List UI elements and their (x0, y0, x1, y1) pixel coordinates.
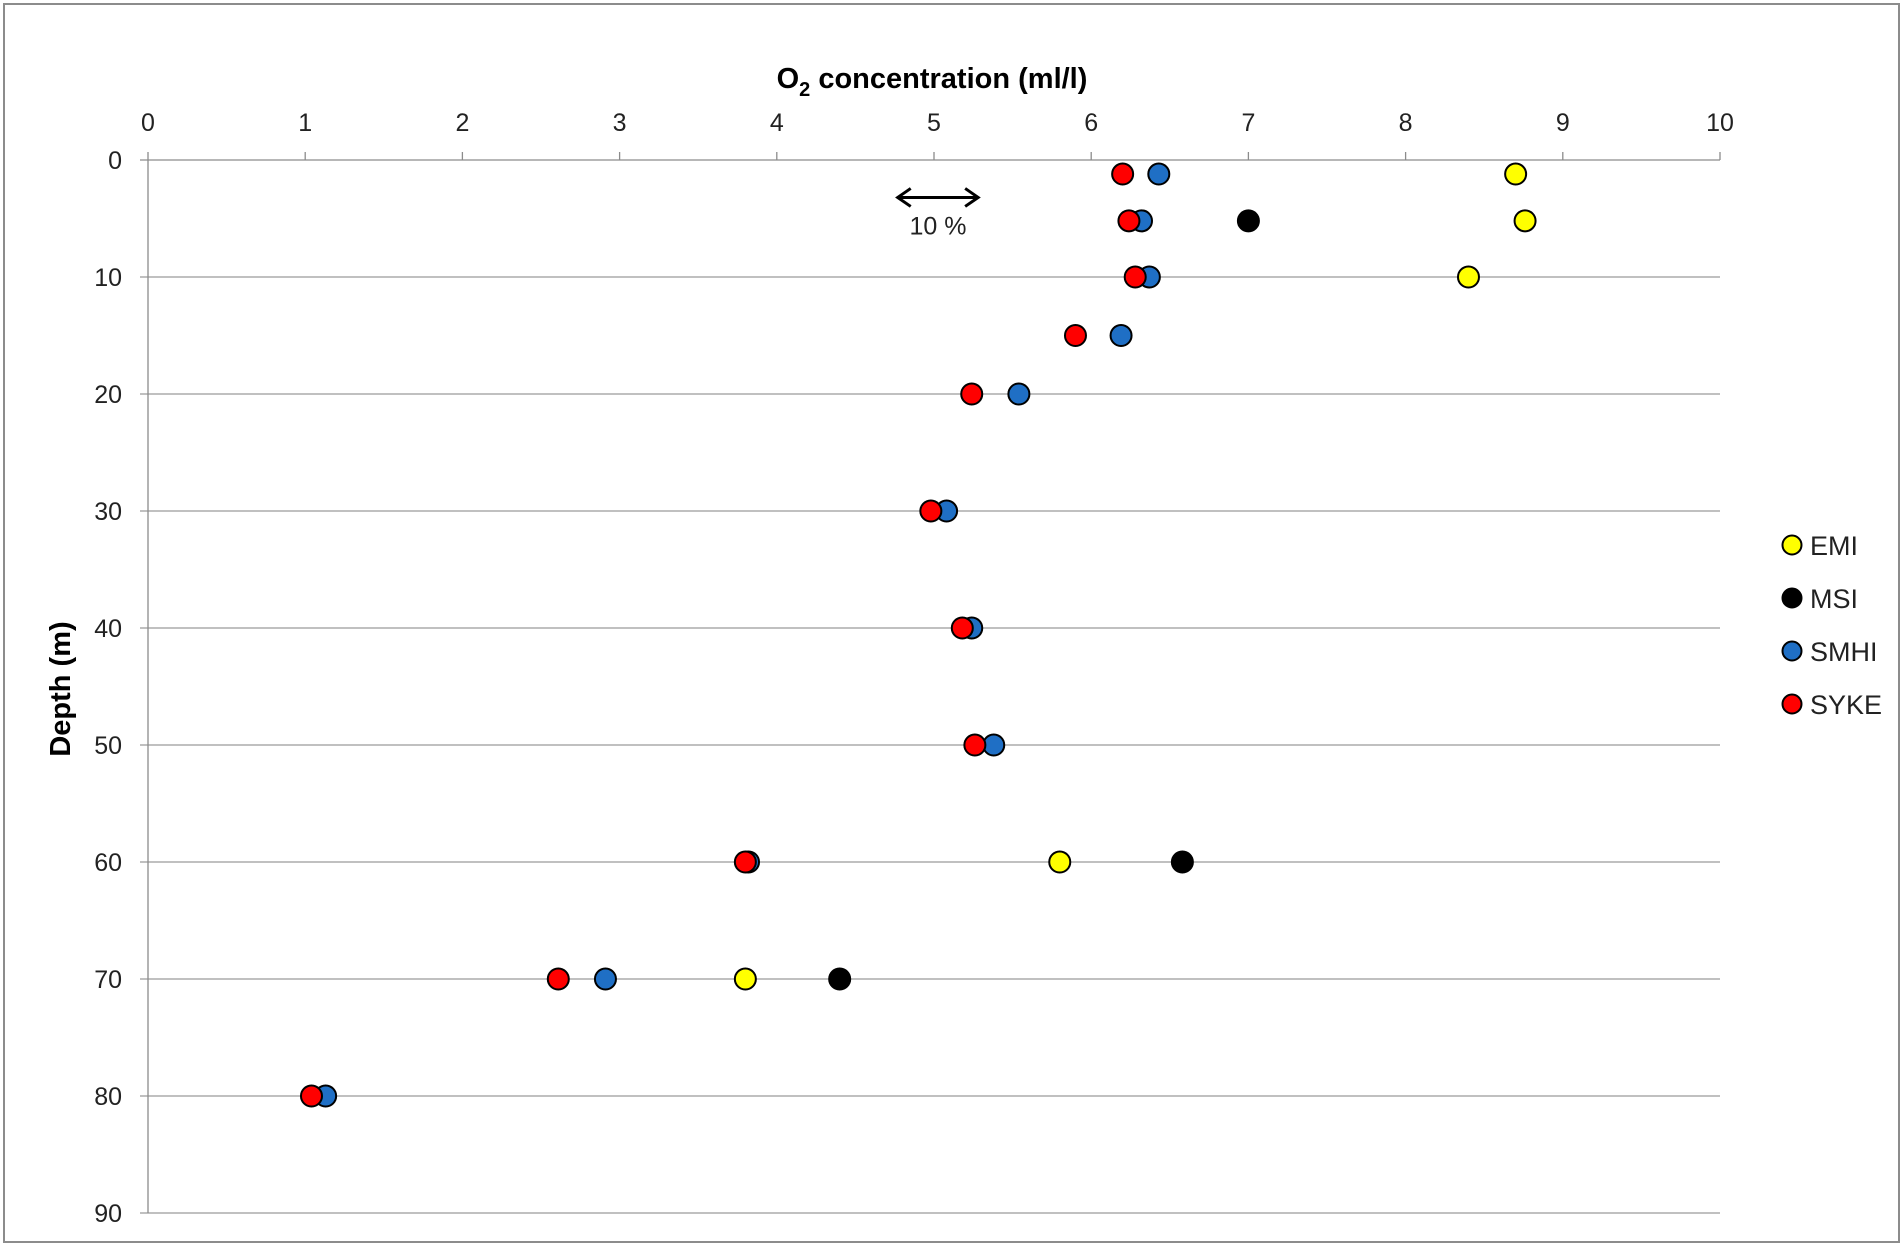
data-points (299, 162, 1537, 1108)
legend-label-emi: EMI (1810, 531, 1858, 561)
point-syke-7 (963, 733, 987, 757)
point-smhi-3 (1109, 324, 1133, 347)
point-smhi-7 (982, 733, 1006, 757)
y-tick-label-10: 10 (94, 264, 122, 292)
point-syke-5 (919, 499, 943, 523)
point-syke-0 (1111, 162, 1135, 186)
point-msi-1 (1170, 850, 1194, 874)
y-axis-title: Depth (m) (45, 621, 77, 756)
point-syke-2 (1123, 265, 1147, 289)
x-tick-label-9: 9 (1556, 109, 1570, 137)
y-tick-label-50: 50 (94, 732, 122, 760)
point-emi-3 (1048, 850, 1072, 874)
x-tick-label-8: 8 (1399, 109, 1413, 137)
legend-label-smhi: SMHI (1810, 637, 1878, 667)
point-syke-6 (950, 616, 974, 640)
legend-marker-emi (1781, 534, 1803, 556)
annotation-arrow-head-left (895, 187, 912, 208)
chart-border (3, 3, 1900, 1243)
point-msi-2 (828, 967, 852, 991)
annotation: 10 % (895, 187, 981, 240)
gridlines (140, 159, 1720, 1214)
y-tick-label-40: 40 (94, 615, 122, 643)
y-tick-label-60: 60 (94, 849, 122, 877)
point-emi-0 (1504, 162, 1528, 186)
point-smhi-9 (593, 967, 617, 991)
point-syke-3 (1063, 324, 1087, 347)
x-tick-label-1: 1 (298, 109, 312, 137)
point-smhi-0 (1147, 162, 1171, 186)
legend-label-syke: SYKE (1810, 690, 1882, 720)
point-syke-8 (733, 850, 757, 874)
y-tick-label-0: 0 (108, 147, 122, 175)
point-emi-1 (1513, 209, 1537, 233)
annotation-label: 10 % (909, 212, 966, 240)
x-tick-label-6: 6 (1084, 109, 1098, 137)
x-tick-label-7: 7 (1241, 109, 1255, 137)
point-syke-4 (960, 382, 984, 406)
x-tick-label-3: 3 (613, 109, 627, 137)
point-syke-10 (299, 1084, 323, 1108)
y-tick-label-70: 70 (94, 966, 122, 994)
legend-marker-smhi (1781, 640, 1803, 662)
legend-marker-syke (1781, 693, 1803, 715)
legend-label-msi: MSI (1810, 584, 1858, 614)
x-tick-label-10: 10 (1706, 109, 1734, 137)
legend-marker-msi (1781, 587, 1803, 609)
point-msi-0 (1236, 209, 1260, 233)
axes: 0 10 20 30 40 50 60 70 80 90 0 1 2 3 4 5 6 7 8 9 10 (94, 109, 1734, 1228)
x-axis-title: O2 concentration (ml/l) (777, 63, 1088, 101)
x-tick-label-0: 0 (141, 109, 155, 137)
point-syke-1 (1117, 209, 1141, 233)
y-tick-label-80: 80 (94, 1083, 122, 1111)
x-tick-label-2: 2 (455, 109, 469, 137)
point-syke-9 (546, 967, 570, 991)
y-tick-label-20: 20 (94, 381, 122, 409)
point-smhi-4 (1007, 382, 1031, 406)
x-tick-label-4: 4 (770, 109, 784, 137)
x-tick-label-5: 5 (927, 109, 941, 137)
point-emi-4 (733, 967, 757, 991)
annotation-arrow-head-right (964, 187, 981, 208)
legend: EMI MSI SMHI SYKE (1781, 531, 1882, 720)
y-tick-label-90: 90 (94, 1200, 122, 1228)
y-tick-label-30: 30 (94, 498, 122, 526)
point-emi-2 (1456, 265, 1480, 289)
